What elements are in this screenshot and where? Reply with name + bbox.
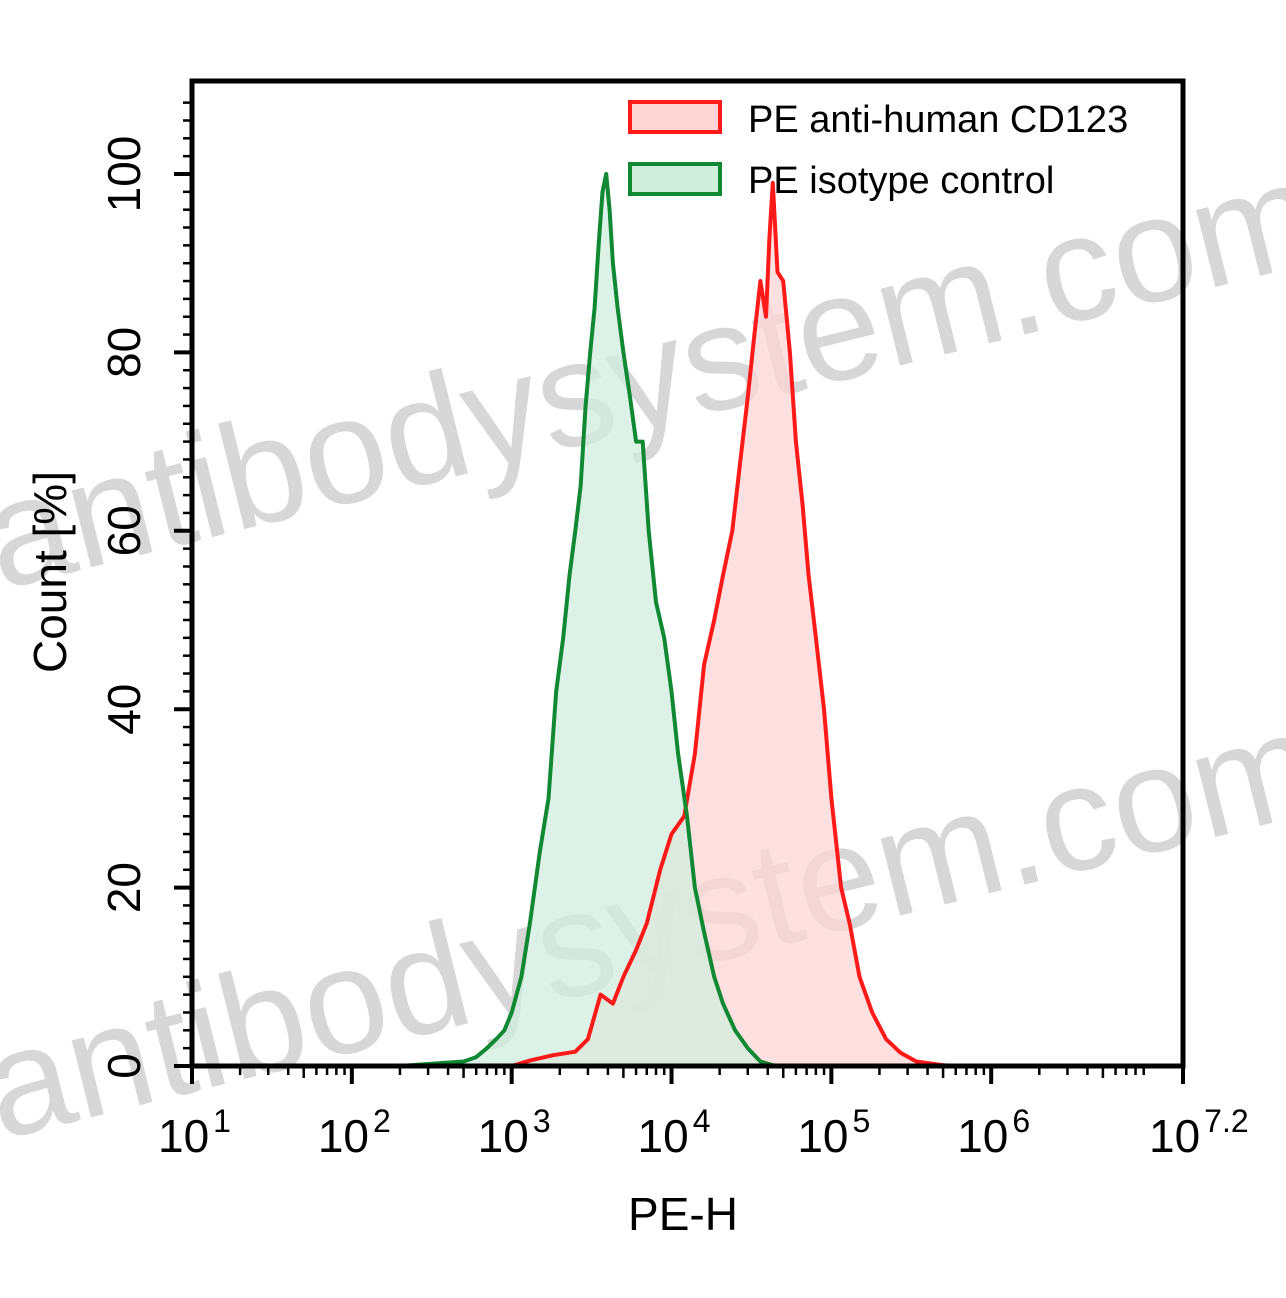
- y-tick-label: 80: [98, 327, 150, 378]
- y-tick-label: 20: [98, 862, 150, 913]
- legend-label-cd123: PE anti-human CD123: [748, 99, 1128, 141]
- y-tick-label: 0: [98, 1053, 150, 1079]
- series-line-0: [511, 180, 950, 1068]
- plot-frame: [189, 78, 1186, 1069]
- series-area-1: [400, 174, 776, 1066]
- x-axis-title: PE-H: [628, 1188, 738, 1240]
- y-axis: 0 20 40 60 80 100: [98, 101, 192, 1079]
- x-tick-label: 10 4: [638, 1103, 711, 1162]
- legend: PE anti-human CD123 PE isotype control: [628, 99, 1128, 202]
- x-tick-label: 10 5: [797, 1103, 870, 1162]
- x-tick-label: 10 6: [957, 1103, 1030, 1162]
- x-tick-label: 10 7.2: [1149, 1103, 1249, 1162]
- series-layer: [399, 172, 950, 1068]
- y-tick-label: 60: [98, 505, 150, 556]
- legend-label-isotype: PE isotype control: [748, 160, 1054, 202]
- x-axis: 10 1 10 2 10 3 10 4 10 5 10 6 10 7.2: [158, 1066, 1249, 1162]
- y-tick-label: 100: [98, 136, 150, 213]
- x-tick-label: 10 2: [318, 1103, 391, 1162]
- series-area-0: [511, 182, 950, 1066]
- legend-swatch-isotype: [628, 162, 722, 196]
- x-tick-label: 10 3: [478, 1103, 551, 1162]
- legend-swatch-cd123: [628, 100, 722, 134]
- y-axis-title: Count [%]: [24, 471, 76, 673]
- y-tick-label: 40: [98, 684, 150, 735]
- x-tick-label: 10 1: [158, 1103, 231, 1162]
- series-line-1: [399, 172, 777, 1068]
